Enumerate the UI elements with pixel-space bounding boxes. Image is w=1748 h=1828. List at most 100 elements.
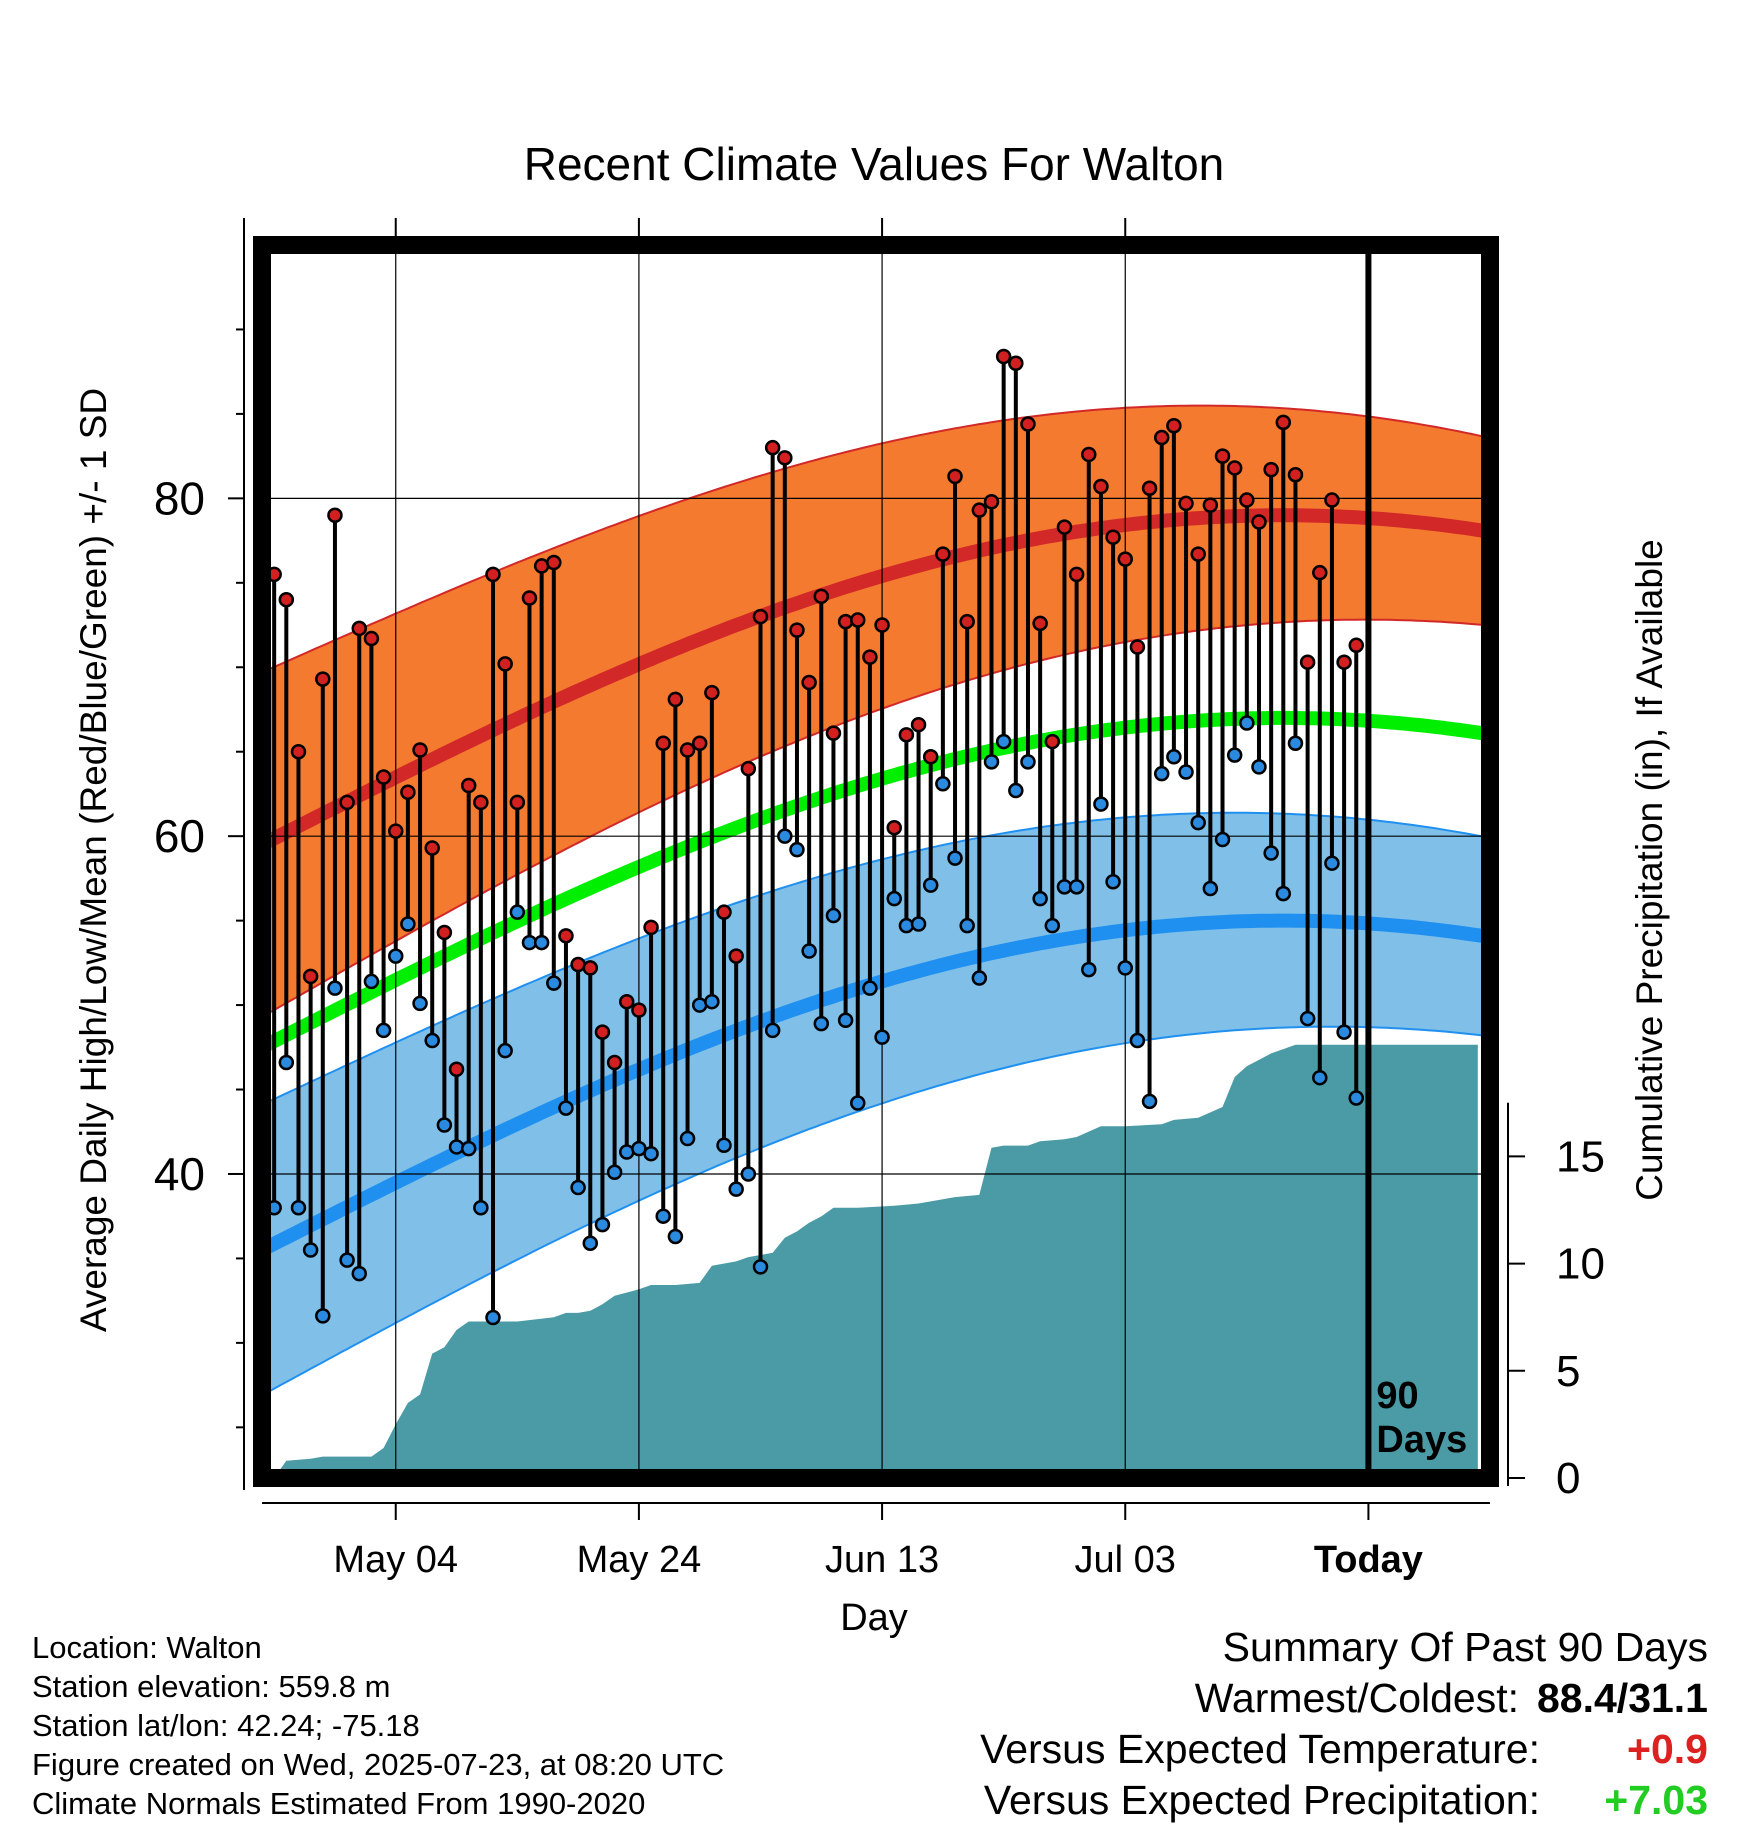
low-point (1153, 765, 1170, 782)
high-point (424, 840, 440, 856)
low-point (1190, 814, 1206, 831)
low-point (935, 776, 951, 792)
high-point (315, 671, 331, 687)
high-point (1226, 460, 1243, 476)
low-point (302, 1242, 319, 1258)
summary-panel: Summary Of Past 90 Days Warmest/Coldest:… (980, 1622, 1708, 1826)
low-point (1239, 715, 1255, 731)
temp-anomaly-value: +0.9 (1627, 1726, 1708, 1772)
low-point (1105, 874, 1121, 890)
high-point (740, 760, 757, 777)
right-tick-label: 10 (1556, 1240, 1605, 1289)
low-point (1032, 890, 1048, 907)
low-point (448, 1139, 465, 1155)
high-point (801, 674, 817, 691)
low-point (460, 1140, 477, 1157)
bottom-tick-label: May 24 (577, 1539, 702, 1581)
created-text: Figure created on Wed, 2025-07-23, at 08… (32, 1747, 725, 1782)
high-point (935, 546, 951, 562)
low-point (752, 1259, 769, 1275)
high-point (1275, 414, 1292, 431)
high-point (302, 968, 319, 985)
high-point (1081, 446, 1097, 463)
mean-normal-line (262, 710, 1490, 1054)
low-point (874, 1029, 890, 1045)
low-point (1336, 1024, 1352, 1040)
low-point (1202, 880, 1219, 897)
high-point (716, 904, 732, 920)
summary-heading: Summary Of Past 90 Days (1222, 1624, 1708, 1670)
low-point (971, 970, 988, 986)
low-point (1226, 747, 1243, 763)
low-point (327, 980, 343, 996)
high-point (1190, 546, 1206, 562)
low-point (1008, 782, 1024, 799)
high-point (704, 684, 720, 701)
plot-area (262, 245, 1490, 1478)
high-point (1287, 466, 1304, 483)
high-point (521, 590, 538, 606)
high-band-lower-edge (262, 618, 1490, 1018)
low-point (315, 1308, 331, 1324)
high-point (850, 612, 866, 628)
high-point (351, 620, 368, 637)
low-point (837, 1012, 854, 1029)
low-point (1166, 749, 1182, 765)
high-point (436, 924, 453, 941)
bottom-tick-label: Jul 03 (1075, 1539, 1176, 1581)
low-point (606, 1164, 623, 1181)
high-point (412, 742, 428, 758)
low-point (1141, 1093, 1158, 1110)
high-point (631, 1002, 647, 1018)
precipitation-area (262, 1044, 1478, 1478)
high-point (874, 617, 890, 633)
low-point (351, 1265, 368, 1282)
high-point (1020, 416, 1036, 432)
low-point (1348, 1090, 1365, 1106)
low-point (728, 1181, 744, 1197)
low-point (850, 1095, 866, 1111)
high-point (558, 928, 574, 944)
low-point (485, 1309, 501, 1326)
right-tick-label: 5 (1556, 1347, 1580, 1396)
low-point (1251, 759, 1267, 775)
high-point (546, 554, 562, 571)
high-point (995, 348, 1012, 365)
high-point (582, 960, 599, 976)
high-point (1032, 615, 1048, 632)
high-point (485, 566, 501, 583)
high-point (789, 622, 805, 638)
bottom-tick-label: Jun 13 (825, 1539, 939, 1581)
low-point (594, 1216, 611, 1233)
precip-anomaly-label: Versus Expected Precipitation: (983, 1777, 1540, 1823)
high-point (327, 507, 343, 523)
low-point (290, 1200, 307, 1216)
high-point (1093, 478, 1109, 495)
low-point (533, 934, 550, 951)
low-band-lower-edge (262, 1025, 1490, 1397)
latlon-text: Station lat/lon: 42.24; -75.18 (32, 1708, 420, 1743)
high-point (777, 450, 793, 466)
warmest-coldest-row: Warmest/Coldest: 88.4/31.1 (980, 1673, 1708, 1724)
low-point (947, 850, 963, 866)
high-point (752, 608, 769, 625)
high-point (1178, 495, 1194, 512)
high-point (667, 691, 684, 708)
low-point (1275, 885, 1292, 902)
normals-text: Climate Normals Estimated From 1990-2020 (32, 1786, 646, 1821)
bottom-axis: May 04 May 24 Jun 13 Jul 03 Today (262, 218, 1490, 1581)
high-point (837, 613, 854, 630)
low-point (740, 1166, 757, 1182)
high-point (655, 735, 671, 752)
high-point (1153, 429, 1170, 446)
low-point (789, 841, 805, 858)
high-point (1336, 654, 1352, 670)
precip-anomaly-value: +7.03 (1604, 1777, 1708, 1823)
station-info: Location: Walton Station elevation: 559.… (32, 1628, 724, 1823)
low-point (922, 877, 939, 893)
high-point (947, 468, 963, 485)
high-sd-band (262, 405, 1490, 1017)
high-point (473, 794, 489, 811)
low-point (910, 916, 927, 932)
high-point (606, 1054, 623, 1071)
